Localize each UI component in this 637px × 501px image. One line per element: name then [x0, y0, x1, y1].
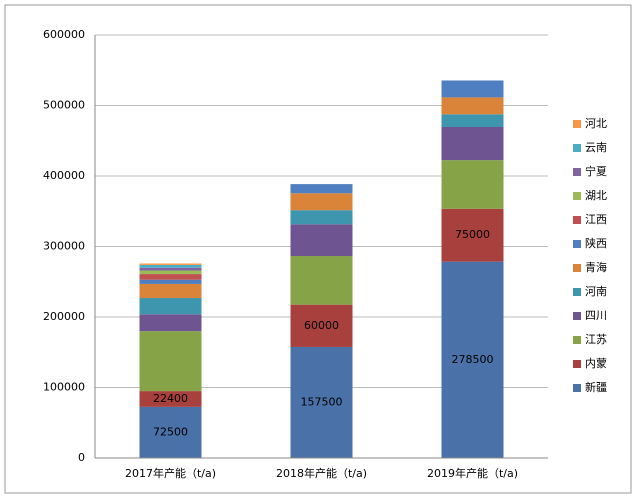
- legend-swatch: [573, 336, 581, 344]
- y-tick-label: 400000: [43, 169, 85, 182]
- bar-segment: [139, 267, 202, 271]
- legend-label: 江西: [585, 213, 607, 226]
- legend-label: 河南: [585, 285, 607, 298]
- legend-swatch: [573, 288, 581, 296]
- bar-segment: [139, 263, 202, 265]
- bar-segment: [139, 391, 202, 407]
- bar-segment: [139, 314, 202, 332]
- y-tick-label: 600000: [43, 28, 85, 41]
- bar-segment: [290, 184, 353, 194]
- bar-segment: [290, 346, 353, 458]
- x-tick-label: 2018年产能（t/a): [276, 466, 367, 480]
- legend-label: 宁夏: [585, 164, 607, 178]
- bar-segment: [139, 270, 202, 275]
- legend-label: 四川: [585, 309, 607, 322]
- bar-segment: [441, 160, 504, 209]
- value-label: 278500: [452, 353, 494, 366]
- legend-swatch: [573, 240, 581, 248]
- legend-label: 陕西: [585, 236, 607, 250]
- legend-swatch: [573, 120, 581, 128]
- bar-segment: [290, 256, 353, 305]
- bar-segment: [290, 224, 353, 257]
- legend-swatch: [573, 264, 581, 272]
- bar-segment: [139, 279, 202, 284]
- bar-segment: [139, 298, 202, 315]
- value-label: 22400: [153, 392, 188, 405]
- legend-label: 青海: [585, 260, 607, 274]
- legend-label: 河北: [585, 117, 607, 130]
- y-tick-label: 200000: [43, 310, 85, 323]
- bar-segment: [441, 97, 504, 115]
- legend-label: 江苏: [585, 333, 607, 346]
- legend-label: 内蒙: [585, 356, 607, 370]
- bar-segment: [139, 331, 202, 392]
- bar-segment: [290, 210, 353, 225]
- y-tick-label: 500000: [43, 99, 85, 112]
- bar-segment: [441, 261, 504, 458]
- value-label: 72500: [153, 425, 188, 438]
- legend-swatch: [573, 216, 581, 224]
- legend-swatch: [573, 192, 581, 200]
- legend-swatch: [573, 168, 581, 176]
- legend-swatch: [573, 360, 581, 368]
- bar-segment: [441, 114, 504, 128]
- value-label: 60000: [304, 319, 339, 332]
- bar-segment: [441, 127, 504, 161]
- bar-segment: [139, 264, 202, 268]
- bar-segment: [139, 274, 202, 280]
- y-tick-label: 100000: [43, 381, 85, 394]
- legend-label: 云南: [585, 141, 607, 154]
- bar-segment: [290, 304, 353, 347]
- bar-segment: [441, 80, 504, 98]
- legend-swatch: [573, 144, 581, 152]
- y-tick-label: 0: [78, 451, 85, 464]
- bar-segment: [290, 193, 353, 211]
- legend-label: 湖北: [585, 189, 607, 202]
- y-tick-label: 300000: [43, 240, 85, 253]
- bar-segment: [139, 406, 202, 458]
- x-tick-label: 2017年产能（t/a): [125, 466, 216, 480]
- x-tick-label: 2019年产能（t/a): [427, 466, 518, 480]
- legend-swatch: [573, 312, 581, 320]
- bar-segment: [441, 208, 504, 262]
- bar-segment: [139, 283, 202, 299]
- legend-swatch: [573, 384, 581, 392]
- legend-label: 新疆: [585, 380, 607, 394]
- value-label: 75000: [455, 228, 490, 241]
- value-label: 157500: [301, 395, 343, 408]
